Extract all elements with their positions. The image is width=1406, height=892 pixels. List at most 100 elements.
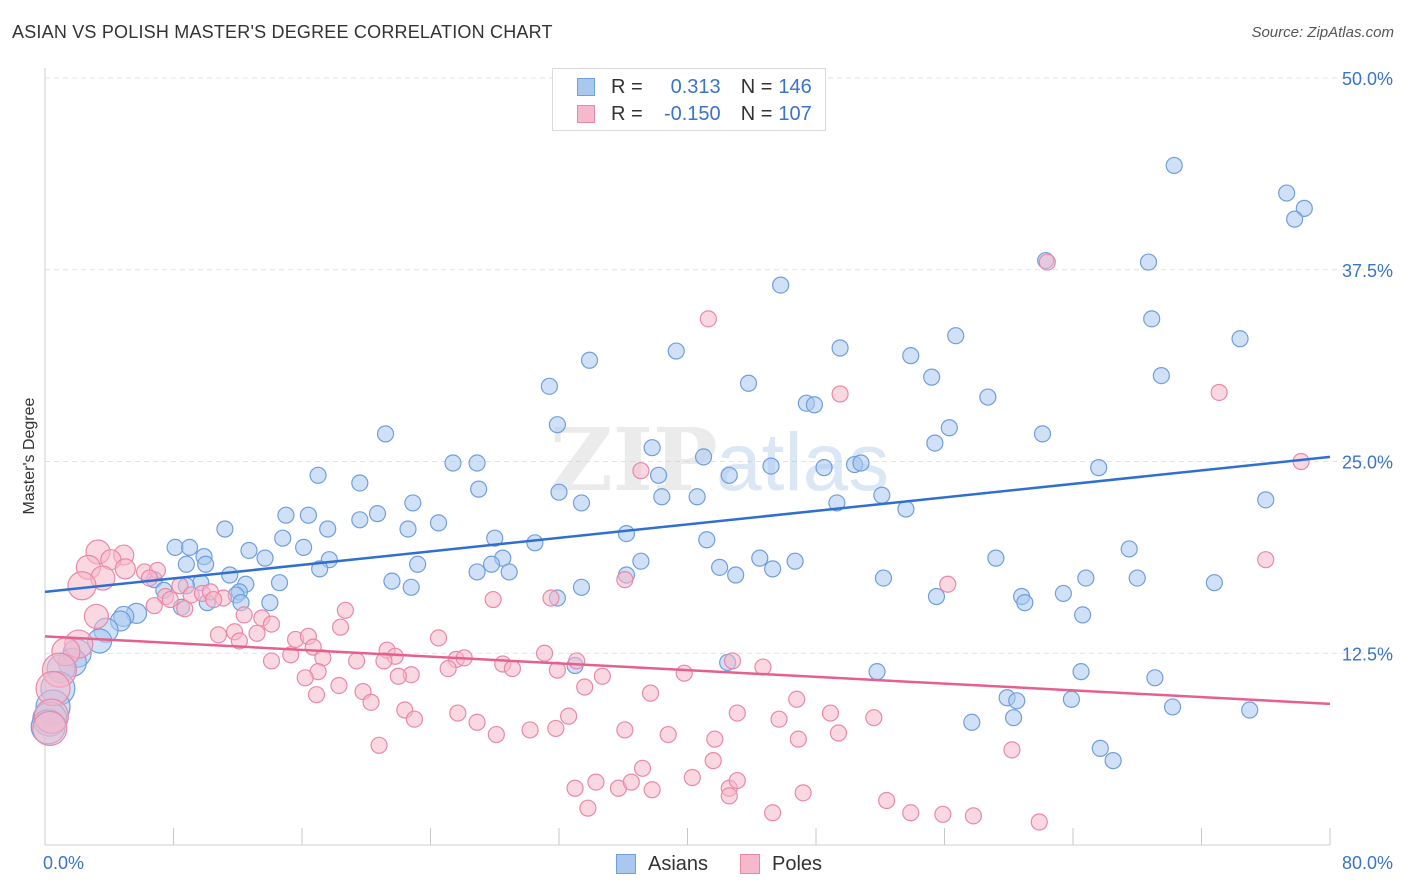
poles-points xyxy=(32,253,1310,831)
y-tick-label: 37.5% xyxy=(1342,261,1393,281)
y-tick-label: 50.0% xyxy=(1342,69,1393,89)
asian-point xyxy=(720,466,738,484)
asian-point xyxy=(180,538,199,557)
pole-point xyxy=(723,652,742,670)
pole-point xyxy=(1038,253,1056,271)
legend-row-poles: R = -0.150 N = 107 xyxy=(577,101,812,127)
asian-point xyxy=(1278,184,1296,202)
pole-point xyxy=(764,804,782,822)
pole-point xyxy=(484,590,502,609)
asian-point xyxy=(240,541,258,560)
pole-point xyxy=(829,724,848,742)
pole-point xyxy=(1030,813,1048,831)
asian-point xyxy=(526,534,544,552)
asian-point xyxy=(643,439,661,457)
pole-point xyxy=(632,462,650,480)
pole-point xyxy=(429,629,448,647)
asian-point xyxy=(177,555,195,573)
asian-point xyxy=(482,555,501,573)
asian-point xyxy=(261,594,279,612)
asian-point xyxy=(351,474,369,492)
asian-point xyxy=(868,663,886,681)
pole-point xyxy=(579,799,597,817)
asians-trend-line xyxy=(44,455,1331,594)
asian-point xyxy=(1120,540,1138,558)
trend-lines xyxy=(44,455,1331,706)
asian-point xyxy=(1286,210,1304,228)
asian-point xyxy=(1072,663,1090,681)
asian-point xyxy=(1205,574,1223,592)
x-tick-label-min: 0.0% xyxy=(43,853,84,873)
y-axis-label: Master's Degree xyxy=(21,397,38,514)
pole-point xyxy=(675,664,693,682)
pole-point xyxy=(375,652,393,670)
asian-point xyxy=(711,558,729,576)
pole-point xyxy=(728,771,746,790)
asian-point xyxy=(486,529,504,547)
pole-point xyxy=(205,590,223,609)
pole-point xyxy=(560,707,578,725)
asian-point xyxy=(1091,739,1109,757)
pole-point xyxy=(389,667,407,685)
asian-point xyxy=(653,488,671,506)
asian-point xyxy=(1033,425,1052,443)
pole-point xyxy=(542,589,560,607)
y-tick-label: 25.0% xyxy=(1342,453,1393,473)
pole-point xyxy=(865,709,883,727)
y-tick-label: 12.5% xyxy=(1342,644,1393,664)
asian-point xyxy=(299,506,318,524)
pole-point xyxy=(296,669,314,687)
asian-point xyxy=(940,419,958,437)
asian-point xyxy=(548,416,566,434)
asian-point xyxy=(540,377,558,395)
asian-point xyxy=(368,505,387,523)
pole-point xyxy=(140,569,159,587)
pole-point xyxy=(114,558,136,580)
asian-point xyxy=(873,486,891,504)
pole-point xyxy=(789,730,807,748)
pole-point xyxy=(566,779,584,797)
pole-point xyxy=(616,721,634,739)
pole-point xyxy=(83,603,110,630)
pole-point xyxy=(934,805,952,823)
asian-point xyxy=(1090,459,1108,477)
pole-point xyxy=(831,385,849,403)
legend-row-asians: R = 0.313 N = 146 xyxy=(577,74,812,100)
poles-swatch xyxy=(577,105,595,123)
bottom-legend-asians[interactable]: Asians xyxy=(616,852,708,876)
pole-point xyxy=(331,618,350,636)
asian-point xyxy=(399,520,417,538)
pole-point xyxy=(468,713,486,731)
pole-point xyxy=(32,710,68,747)
pole-point xyxy=(587,773,605,791)
pole-point xyxy=(248,624,266,642)
asian-point xyxy=(764,560,782,578)
asian-point xyxy=(216,520,234,538)
n-value: 107 xyxy=(778,102,812,125)
asian-point xyxy=(1163,698,1182,716)
pole-point xyxy=(1210,383,1228,402)
pole-point xyxy=(362,693,380,711)
asian-point xyxy=(688,488,706,506)
asian-point xyxy=(295,538,313,557)
pole-point xyxy=(794,784,812,802)
pole-point xyxy=(616,571,634,589)
asian-point xyxy=(927,587,946,606)
asian-point xyxy=(1054,584,1072,603)
asian-point xyxy=(1146,669,1164,687)
bottom-legend-poles[interactable]: Poles xyxy=(740,852,822,876)
asian-point xyxy=(274,529,292,547)
asian-point xyxy=(632,552,650,570)
asian-point xyxy=(429,514,448,532)
asian-point xyxy=(762,457,780,475)
asian-point xyxy=(1165,156,1183,175)
pole-point xyxy=(788,690,806,708)
asian-point xyxy=(698,531,716,549)
asian-point xyxy=(444,454,462,472)
asian-point xyxy=(649,466,668,484)
asian-point xyxy=(1231,330,1249,348)
asian-point xyxy=(1152,366,1170,385)
pole-point xyxy=(720,787,738,805)
asian-point xyxy=(468,563,486,581)
